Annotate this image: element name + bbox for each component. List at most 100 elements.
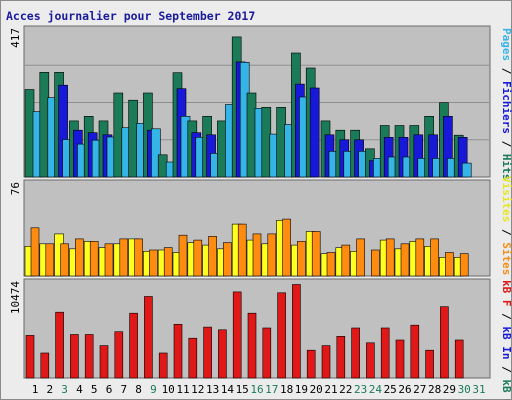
bar-kbf-day-18	[277, 292, 286, 379]
day-label-15: 15	[236, 383, 249, 396]
bar-files-day-20	[309, 87, 320, 178]
day-label-25: 25	[384, 383, 397, 396]
bottom-max-label: 10474	[9, 281, 22, 314]
bar-sites-day-24	[371, 249, 380, 277]
bar-pages-day-9	[151, 128, 161, 178]
bar-kbf-day-30	[454, 339, 464, 379]
legend-kbin: kB In	[500, 326, 512, 359]
legend-kbf: kB F	[500, 280, 512, 307]
bar-sites-day-28	[430, 238, 439, 277]
bar-sites-day-2	[45, 243, 55, 277]
day-label-7: 7	[120, 383, 127, 396]
bar-sites-day-13	[208, 236, 217, 277]
bar-sites-day-21	[326, 252, 336, 277]
bar-hits-day-18	[276, 107, 286, 178]
bar-kbf-day-17	[262, 327, 272, 379]
bottom-legend: kB F / kB In / kB Out	[500, 280, 512, 400]
top-max-label: 417	[9, 28, 22, 48]
bar-sites-day-19	[297, 241, 306, 277]
bar-kbf-day-23	[351, 327, 360, 379]
legend-files: Fichiers	[500, 81, 512, 134]
chart-title: Acces journalier pour September 2017	[6, 9, 256, 23]
bar-hits-day-10	[157, 154, 168, 178]
bar-sites-day-16	[252, 233, 262, 277]
bar-sites-day-7	[119, 238, 129, 277]
bar-kbf-day-5	[84, 334, 94, 379]
bar-sites-day-26	[400, 243, 410, 277]
day-label-8: 8	[135, 383, 142, 396]
bar-sites-day-27	[415, 238, 425, 277]
bar-sites-day-10	[163, 247, 173, 277]
middle-max-label: 76	[9, 182, 22, 195]
legend-sep-4: /	[500, 307, 512, 327]
middle-legend: Visites / Sites	[500, 176, 512, 275]
day-label-13: 13	[206, 383, 219, 396]
day-label-18: 18	[280, 383, 293, 396]
day-label-27: 27	[413, 383, 426, 396]
bar-sites-day-14	[223, 242, 232, 277]
bar-kbf-day-6	[99, 345, 109, 379]
bar-kbf-day-14	[218, 329, 227, 379]
top-legend: Pages / Fichiers / Hits	[500, 28, 512, 180]
bar-kbf-day-8	[129, 312, 138, 379]
day-label-17: 17	[265, 383, 278, 396]
bar-kbf-day-16	[247, 312, 257, 379]
bar-hits-day-14	[217, 120, 227, 178]
bar-sites-day-11	[178, 234, 188, 277]
day-label-12: 12	[191, 383, 204, 396]
day-label-6: 6	[106, 383, 113, 396]
bar-sites-day-9	[149, 249, 158, 277]
bar-hits-day-17	[261, 107, 272, 178]
bar-hits-day-2	[39, 72, 50, 178]
bar-kbf-day-2	[40, 352, 50, 379]
day-label-26: 26	[398, 383, 411, 396]
chart-bars	[24, 36, 489, 379]
bar-kbf-day-27	[410, 324, 420, 379]
legend-sep-3: /	[500, 222, 512, 242]
bar-kbf-day-11	[173, 323, 183, 379]
bar-sites-day-15	[237, 223, 247, 277]
day-label-23: 23	[354, 383, 367, 396]
bar-hits-day-7	[113, 92, 124, 178]
bar-sites-day-4	[75, 238, 84, 277]
day-label-19: 19	[295, 383, 308, 396]
day-label-20: 20	[310, 383, 323, 396]
bar-pages-day-30	[461, 162, 472, 178]
bar-kbf-day-29	[440, 306, 449, 379]
legend-sep-5: /	[500, 360, 512, 380]
legend-sep-2: /	[500, 134, 512, 154]
bar-hits-day-8	[128, 99, 138, 178]
bar-sites-day-17	[267, 233, 277, 277]
bar-kbf-day-28	[425, 349, 434, 379]
bar-kbf-day-21	[321, 345, 331, 379]
day-label-21: 21	[324, 383, 337, 396]
bar-sites-day-3	[60, 243, 69, 277]
bar-sites-day-12	[193, 239, 203, 277]
day-label-29: 29	[443, 383, 456, 396]
bar-sites-day-18	[282, 218, 291, 277]
day-label-2: 2	[46, 383, 53, 396]
day-label-31: 31	[472, 383, 485, 396]
day-label-1: 1	[32, 383, 39, 396]
bar-kbf-day-3	[55, 311, 64, 379]
day-labels: 1 2 3 4 5 6 7 8 9 10 11 12 13 14 15 16 17 18 19 20 21 22 23 24 2…	[32, 383, 486, 396]
bar-sites-day-29	[445, 252, 454, 277]
day-label-3: 3	[61, 383, 68, 396]
legend-sep-1: /	[500, 61, 512, 81]
bar-kbf-day-26	[395, 339, 405, 379]
bar-sites-day-30	[459, 253, 469, 277]
bar-kbf-day-15	[232, 291, 242, 379]
bar-kbf-day-1	[25, 335, 35, 379]
legend-pages: Pages	[500, 28, 512, 61]
bar-sites-day-25	[385, 238, 395, 277]
day-label-9: 9	[150, 383, 157, 396]
bar-kbf-day-13	[203, 326, 212, 379]
day-label-24: 24	[369, 383, 383, 396]
bar-hits-day-16	[246, 92, 257, 178]
bar-kbf-day-12	[188, 337, 198, 379]
bar-kbf-day-22	[336, 335, 346, 379]
day-label-30: 30	[458, 383, 471, 396]
bar-sites-day-8	[134, 238, 143, 277]
